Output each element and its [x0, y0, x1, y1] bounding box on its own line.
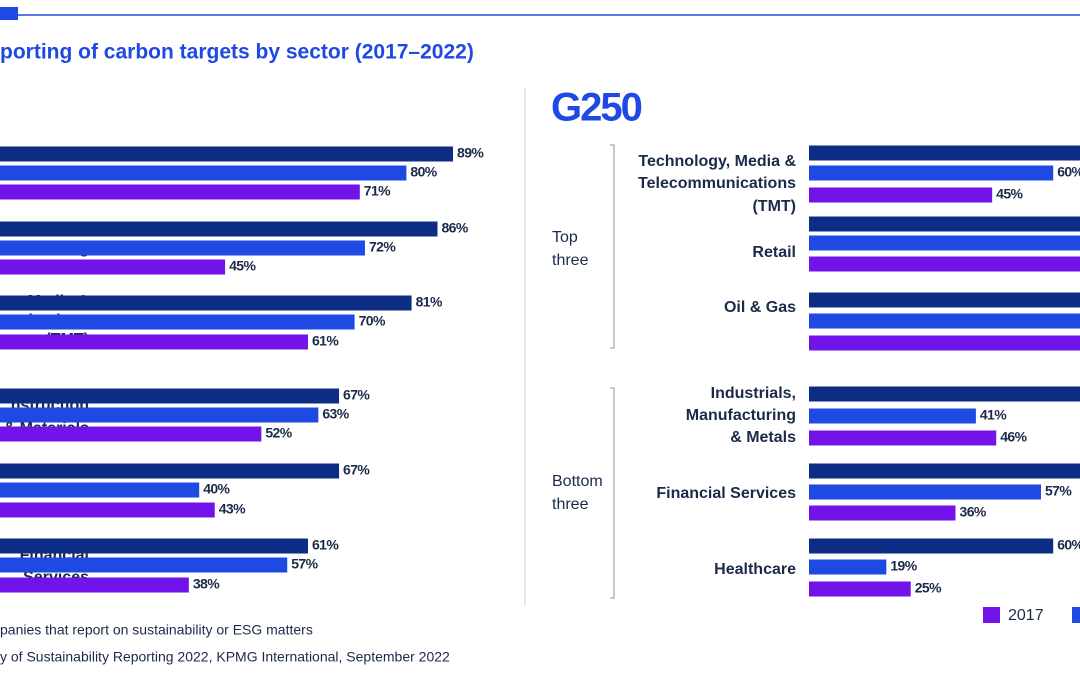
bar [0, 388, 340, 404]
value-label: 67% [343, 387, 370, 403]
bar [809, 145, 1080, 161]
bar [0, 538, 308, 554]
bar [809, 216, 1080, 232]
bar [0, 184, 360, 200]
bar [0, 502, 215, 518]
bar [809, 292, 1080, 308]
legend-label: 2017 [1008, 607, 1044, 624]
bar [0, 407, 319, 423]
panel-title: G250 [551, 86, 642, 130]
bar [809, 256, 1080, 272]
value-label: 25% [915, 580, 942, 596]
value-label: 38% [193, 576, 220, 592]
bar [809, 187, 993, 203]
bar [809, 335, 1080, 351]
category-label: & Metals [730, 429, 796, 446]
category-label: Industrials, [711, 385, 796, 402]
category-label: Retail [752, 244, 796, 261]
group-label: Bottom [552, 473, 603, 490]
value-label: 61% [312, 537, 339, 553]
value-label: 46% [1000, 429, 1027, 445]
bar [0, 259, 226, 275]
value-label: 19% [890, 558, 917, 574]
category-label: Healthcare [714, 561, 796, 578]
group-bracket [610, 144, 615, 349]
category-label: Technology, Media & [638, 153, 796, 170]
bar [0, 314, 355, 330]
bar [809, 484, 1041, 500]
chart-title: porting of carbon targets by sector (201… [0, 41, 474, 64]
value-label: 72% [369, 239, 396, 255]
bar [809, 463, 1080, 479]
bar [809, 408, 976, 424]
value-label: 61% [312, 333, 339, 349]
value-label: 52% [265, 425, 292, 441]
category-label: Financial Services [656, 485, 796, 502]
footnote: panies that report on sustainability or … [0, 622, 313, 638]
bar [0, 295, 412, 311]
value-label: 89% [457, 145, 484, 161]
bar [0, 165, 407, 181]
legend-swatch [1072, 607, 1080, 623]
group-label: three [552, 252, 589, 269]
group-label: Top [552, 229, 578, 246]
header-mark [0, 7, 18, 20]
value-label: 81% [416, 294, 443, 310]
bar [0, 146, 454, 162]
value-label: 60% [1057, 537, 1080, 553]
value-label: 63% [322, 406, 349, 422]
bar [809, 538, 1054, 554]
bar [0, 557, 288, 573]
value-label: 57% [1045, 483, 1072, 499]
value-label: 36% [960, 504, 987, 520]
bar [0, 240, 365, 256]
bar [809, 165, 1054, 181]
value-label: 57% [291, 556, 318, 572]
legend-swatch [983, 607, 1000, 623]
value-label: 43% [219, 501, 246, 517]
category-label: (TMT) [752, 198, 796, 215]
value-label: 80% [410, 164, 437, 180]
bar [809, 313, 1080, 329]
value-label: 71% [364, 183, 391, 199]
bar [0, 334, 308, 350]
category-label: Oil & Gas [724, 299, 796, 316]
value-label: 86% [441, 220, 468, 236]
bar [0, 426, 262, 442]
value-label: 45% [996, 186, 1023, 202]
bar [809, 386, 1080, 402]
bar [0, 221, 438, 237]
category-label: Telecommunications [638, 175, 796, 192]
bar [809, 505, 956, 521]
value-label: 40% [203, 481, 230, 497]
value-label: 45% [229, 258, 256, 274]
bar [809, 581, 911, 597]
bar [0, 577, 189, 593]
bar [809, 430, 997, 446]
value-label: 67% [343, 462, 370, 478]
group-bracket [610, 387, 615, 599]
group-label: three [552, 496, 589, 513]
footnote: y of Sustainability Reporting 2022, KPMG… [0, 649, 450, 665]
value-label: 41% [980, 407, 1007, 423]
bar [809, 235, 1080, 251]
value-label: 70% [359, 313, 386, 329]
value-label: 60% [1057, 164, 1080, 180]
bar [809, 559, 887, 575]
category-label: Manufacturing [686, 407, 796, 424]
bar [0, 482, 200, 498]
bar [0, 463, 340, 479]
